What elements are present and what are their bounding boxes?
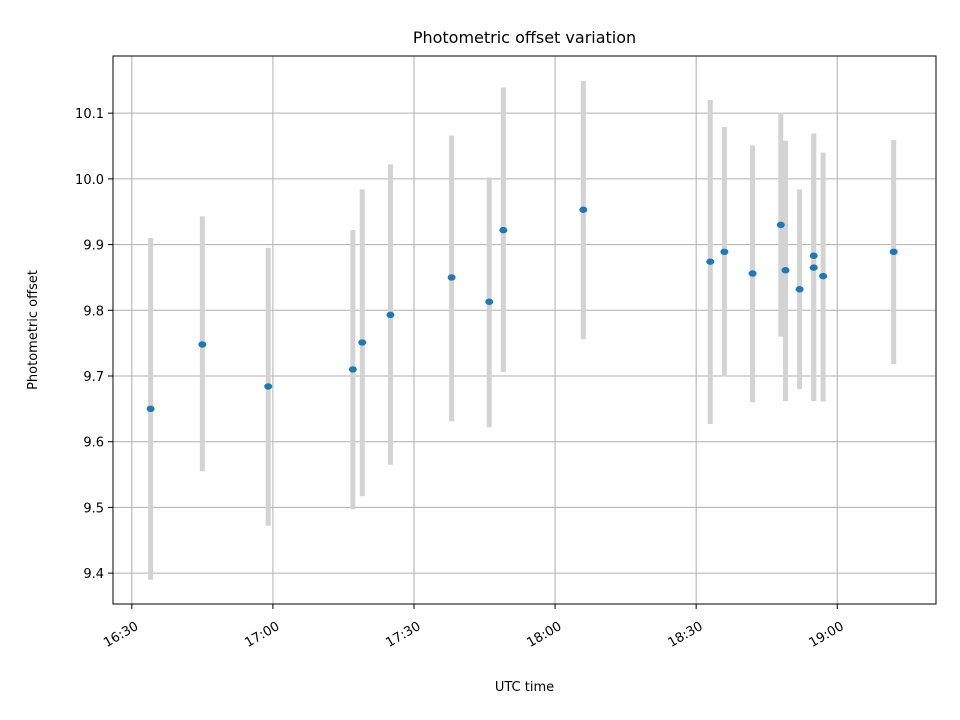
- data-point: [706, 258, 715, 265]
- y-tick-label: 9.6: [83, 436, 104, 451]
- data-points: [146, 206, 898, 413]
- data-point: [781, 267, 790, 274]
- y-axis: 9.4 9.5 9.6 9.7 9.8 9.9 10.0 10.1: [75, 107, 113, 582]
- data-point: [499, 226, 508, 234]
- data-point: [447, 274, 456, 281]
- data-point: [776, 221, 785, 229]
- data-point: [358, 339, 367, 346]
- data-point: [386, 311, 395, 319]
- y-tick-label: 9.8: [83, 304, 104, 319]
- data-point: [146, 405, 155, 413]
- data-point: [485, 298, 494, 305]
- y-tick-label: 9.5: [83, 501, 104, 516]
- y-tick-label: 10.1: [75, 107, 104, 122]
- data-point: [795, 286, 804, 293]
- y-tick-label: 9.4: [83, 567, 104, 582]
- data-point: [748, 270, 757, 277]
- data-point: [264, 383, 273, 390]
- data-point: [198, 341, 207, 348]
- data-point: [809, 264, 818, 271]
- data-point: [819, 272, 828, 280]
- y-tick-label: 10.0: [75, 173, 104, 188]
- data-point: [809, 252, 818, 259]
- chart-title: Photometric offset variation: [413, 28, 636, 47]
- data-point: [579, 206, 588, 213]
- data-point: [889, 248, 898, 256]
- data-point: [348, 366, 357, 373]
- x-axis-label: UTC time: [495, 680, 554, 695]
- y-tick-label: 9.7: [83, 370, 104, 385]
- y-axis-label: Photometric offset: [26, 270, 41, 390]
- plot-frame: [112, 55, 937, 605]
- y-tick-label: 9.9: [83, 239, 104, 254]
- data-point: [720, 248, 729, 256]
